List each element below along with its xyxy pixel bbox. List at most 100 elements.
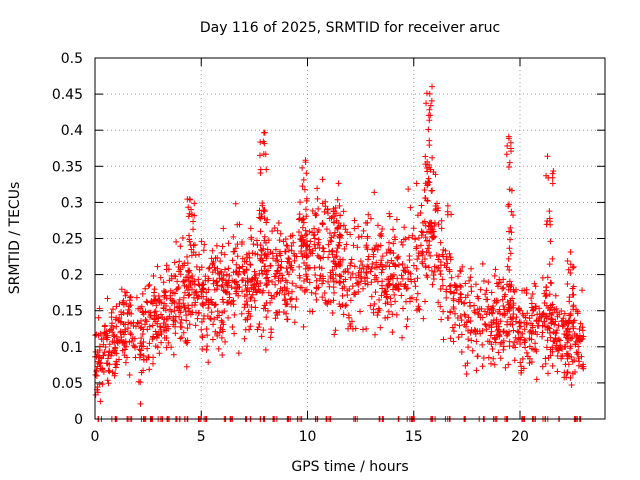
data-point	[426, 164, 433, 171]
data-point	[161, 287, 168, 294]
data-point	[204, 332, 211, 339]
data-point	[415, 305, 422, 312]
data-point	[275, 220, 282, 227]
data-point	[150, 333, 157, 340]
data-point	[300, 323, 307, 330]
data-point	[397, 281, 404, 288]
data-point	[513, 314, 520, 321]
data-point	[511, 357, 518, 364]
data-point	[399, 334, 406, 341]
data-point	[248, 234, 255, 241]
data-point	[426, 219, 433, 226]
data-point	[371, 301, 378, 308]
data-point	[170, 317, 177, 324]
data-point	[506, 278, 513, 285]
data-point	[152, 308, 159, 315]
data-point	[580, 365, 587, 372]
data-point	[432, 207, 439, 214]
data-point	[167, 295, 174, 302]
data-point	[351, 225, 358, 232]
data-point	[387, 295, 394, 302]
data-point	[529, 291, 536, 298]
data-point	[163, 266, 170, 273]
data-point	[105, 380, 112, 387]
data-point	[391, 291, 398, 298]
data-point	[516, 305, 523, 312]
data-point	[559, 323, 566, 330]
data-point	[355, 279, 362, 286]
data-point	[176, 258, 183, 265]
data-point	[389, 275, 396, 282]
data-point	[566, 294, 573, 301]
data-point	[435, 264, 442, 271]
data-point	[233, 290, 240, 297]
data-point	[253, 237, 260, 244]
data-point	[308, 289, 315, 296]
data-point	[259, 200, 266, 207]
data-point	[351, 217, 358, 224]
data-point	[334, 196, 341, 203]
data-point	[140, 367, 147, 374]
data-point	[219, 351, 226, 358]
data-point	[343, 241, 350, 248]
data-point	[213, 278, 220, 285]
data-point	[402, 236, 409, 243]
data-point	[289, 232, 296, 239]
data-point	[545, 354, 552, 361]
data-point	[225, 314, 232, 321]
data-point	[229, 277, 236, 284]
data-point	[263, 255, 270, 262]
data-point	[546, 208, 553, 215]
data-point	[111, 372, 118, 379]
data-point	[510, 343, 517, 350]
data-point	[335, 180, 342, 187]
data-point	[316, 264, 323, 271]
data-point	[541, 318, 548, 325]
data-point	[92, 391, 99, 398]
data-point	[383, 294, 390, 301]
data-point	[269, 278, 276, 285]
data-point	[458, 317, 465, 324]
data-point	[427, 226, 434, 233]
data-point	[480, 354, 487, 361]
data-point	[300, 176, 307, 183]
data-point	[330, 208, 337, 215]
data-point	[358, 278, 365, 285]
data-point	[416, 306, 423, 313]
data-point	[245, 310, 252, 317]
data-point	[458, 331, 465, 338]
x-axis-label: GPS time / hours	[291, 459, 408, 475]
data-point	[340, 208, 347, 215]
data-point	[451, 310, 458, 317]
data-point	[438, 316, 445, 323]
data-point	[577, 320, 584, 327]
data-point	[302, 227, 309, 234]
data-point	[508, 229, 515, 236]
data-point	[120, 301, 127, 308]
data-point	[320, 277, 327, 284]
data-point	[573, 306, 580, 313]
data-point	[331, 212, 338, 219]
data-point	[257, 228, 264, 235]
data-point	[517, 334, 524, 341]
data-point	[509, 315, 516, 322]
data-point	[146, 340, 153, 347]
data-point	[546, 291, 553, 298]
data-point	[556, 311, 563, 318]
data-point	[108, 352, 115, 359]
data-point	[362, 219, 369, 226]
data-point	[386, 281, 393, 288]
data-point	[220, 225, 227, 232]
data-point	[554, 327, 561, 334]
y-tick-label: 0.25	[52, 232, 83, 248]
data-point	[497, 318, 504, 325]
data-point	[126, 339, 133, 346]
data-point	[192, 289, 199, 296]
data-point	[395, 261, 402, 268]
data-point	[122, 321, 129, 328]
data-point	[301, 260, 308, 267]
data-point	[332, 254, 339, 261]
data-point	[567, 343, 574, 350]
data-point	[317, 255, 324, 262]
data-point	[543, 344, 550, 351]
